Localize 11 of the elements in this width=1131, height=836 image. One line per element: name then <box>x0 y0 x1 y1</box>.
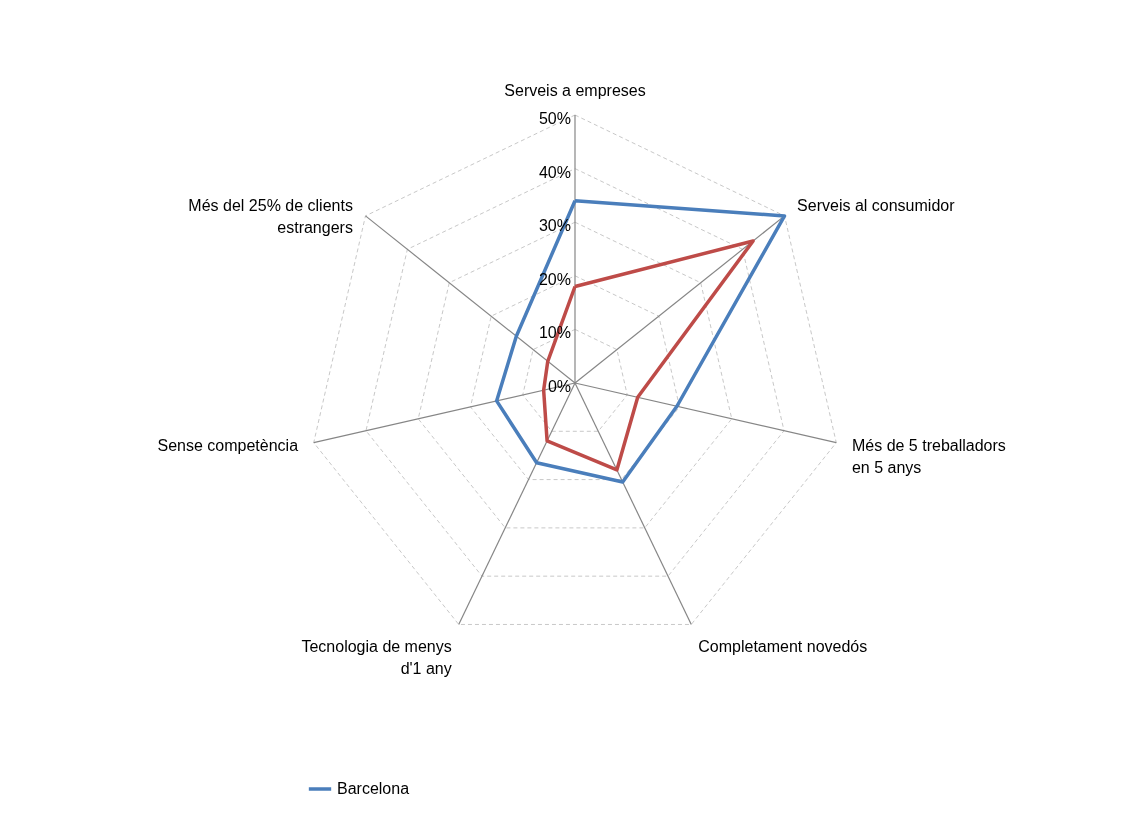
spoke-label: Completament novedós <box>698 637 868 655</box>
y-tick-label: 0% <box>547 378 571 395</box>
y-tick-label: 50% <box>538 110 571 127</box>
spoke-label: Serveis a empreses <box>504 81 646 99</box>
spoke-label: Sense competència <box>157 437 299 455</box>
spoke-label: Serveis al consumidor <box>797 196 956 214</box>
legend-label: Barcelona <box>337 780 410 797</box>
spoke-label: Tecnologia de menys d'1 any <box>301 637 452 677</box>
spoke-label: Més del 25% de clients estrangers <box>188 196 353 236</box>
spoke-label: Més de 5 treballadors en 5 anys <box>851 437 1006 477</box>
y-tick-label: 40% <box>538 163 571 181</box>
